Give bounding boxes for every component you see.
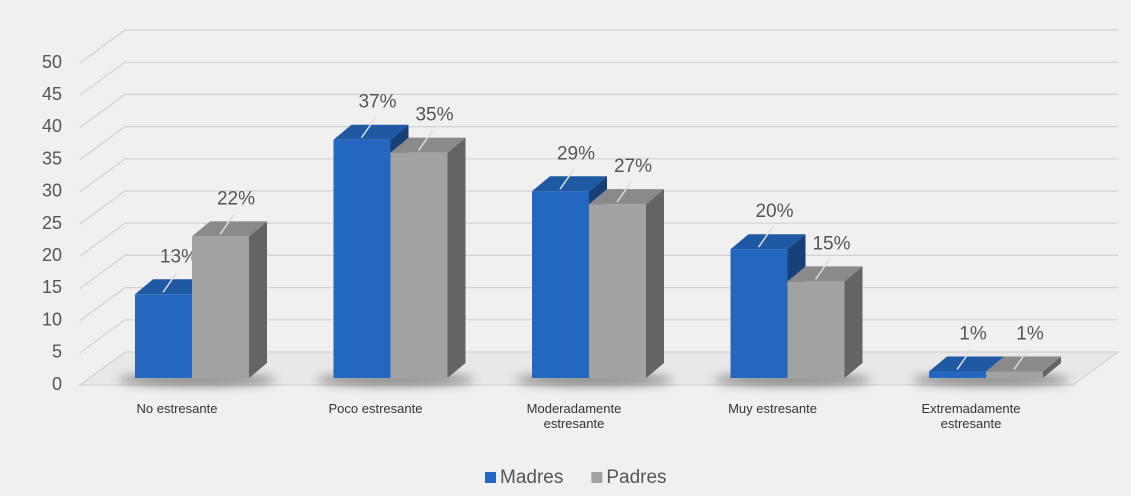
bar-top (390, 137, 466, 153)
value-label: 37% (358, 92, 396, 113)
label-leader (814, 258, 831, 280)
y-tick-label: 50 (42, 52, 62, 72)
grid-line (79, 125, 1118, 161)
y-tick-label: 25 (42, 213, 62, 233)
value-label: 35% (415, 105, 453, 126)
label-leader (616, 181, 632, 203)
label-leader (219, 213, 235, 235)
label-leader (956, 349, 972, 370)
bar-front (730, 249, 788, 378)
grid-line (79, 190, 1118, 225)
value-label: 29% (557, 143, 595, 164)
bar-top (192, 221, 267, 237)
y-tick-label: 5 (52, 342, 62, 362)
bar (589, 189, 664, 378)
bar-front (192, 236, 249, 378)
grid-line (79, 222, 1118, 257)
bar (986, 356, 1061, 378)
bar-front (390, 152, 448, 378)
bar-front (929, 371, 986, 378)
bar (787, 266, 863, 378)
bar-top (787, 266, 863, 282)
x-tick-label: Extremadamente estresante (921, 401, 1021, 431)
y-tick-label: 45 (42, 84, 62, 104)
label-leader (757, 226, 774, 248)
bar-front (135, 294, 192, 378)
value-label: 1% (1016, 324, 1044, 345)
bar-top (929, 356, 1004, 372)
label-leader (1013, 349, 1029, 370)
bar-side (1043, 356, 1061, 378)
bar-front (333, 139, 391, 378)
y-tick-label: 10 (42, 309, 62, 329)
x-tick-label: Moderadamente estresante (526, 401, 622, 431)
grid-line (79, 29, 1118, 64)
legend-label: Padres (606, 467, 666, 488)
value-label: 22% (217, 188, 255, 209)
legend-swatch (591, 472, 603, 483)
bar-side (646, 189, 664, 378)
x-tick-label: No estresante (136, 401, 218, 416)
bar-front (787, 281, 845, 378)
value-label: 1% (959, 324, 987, 345)
bar-side (844, 266, 863, 378)
bar-top (730, 234, 806, 250)
bar-side (447, 137, 466, 378)
y-tick-label: 30 (42, 181, 62, 201)
label-leader (360, 117, 377, 139)
x-tick-label: Poco estresante (328, 401, 423, 416)
label-leader (559, 168, 575, 190)
value-label: 27% (614, 156, 652, 177)
bar-top (333, 124, 409, 140)
grid-line (79, 61, 1118, 96)
bar-front (986, 371, 1043, 378)
grid-line (79, 93, 1118, 128)
legend-label: Madres (500, 467, 563, 488)
value-label: 13% (160, 246, 198, 267)
bar (390, 137, 466, 378)
label-leader (162, 271, 178, 293)
y-tick-label: 0 (52, 374, 62, 394)
y-tick-label: 35 (42, 148, 62, 168)
bar-front (589, 204, 646, 378)
bar-side (249, 221, 267, 378)
legend-swatch (485, 472, 496, 483)
y-tick-label: 40 (42, 116, 62, 136)
value-label: 15% (812, 233, 850, 254)
label-leader (417, 130, 434, 152)
grid-line (79, 158, 1118, 193)
bar-top (532, 176, 607, 192)
bar-front (532, 191, 589, 378)
bar-top (986, 356, 1061, 372)
bar-top (589, 189, 664, 205)
bar (192, 221, 267, 378)
y-tick-label: 15 (42, 277, 62, 297)
value-label: 20% (755, 201, 793, 222)
bar-top (135, 279, 210, 295)
x-tick-label: Muy estresante (728, 401, 817, 416)
y-tick-label: 20 (42, 245, 62, 265)
